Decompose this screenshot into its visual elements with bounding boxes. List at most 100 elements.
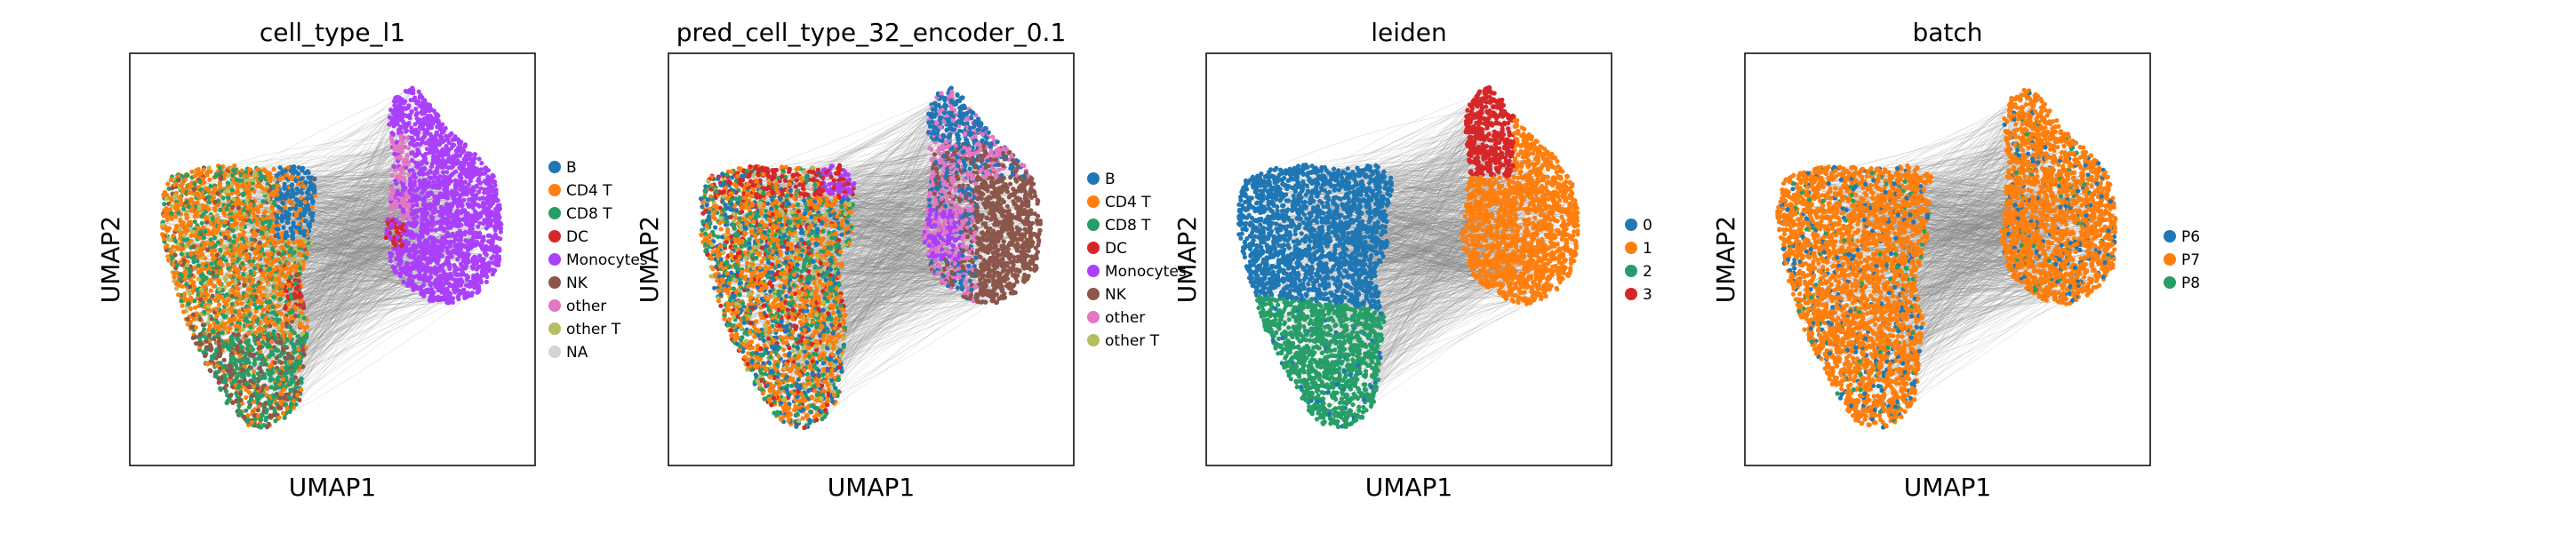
cell-point [407,112,412,117]
cell-point [480,271,485,276]
cell-point [289,228,294,234]
cell-point [280,324,285,330]
cell-point [261,174,267,180]
cell-point [294,364,300,370]
cell-point [297,225,302,230]
cell-point [165,181,171,187]
cell-point [271,229,276,235]
cell-point [214,363,220,369]
cell-point [235,345,240,350]
cell-point [281,225,286,230]
cell-point [222,325,228,330]
cell-point [405,261,411,266]
cell-point [229,287,235,292]
cell-point [199,303,204,308]
cell-point [453,169,459,174]
cell-point [228,363,233,369]
cell-point [413,107,419,112]
cell-point [226,172,231,178]
cell-point [209,261,214,266]
cell-point [196,204,202,210]
panel-title: cell_type_l1 [260,18,405,47]
cell-point [181,309,187,314]
cell-point [264,407,269,412]
cell-point [191,259,196,265]
cell-point [193,325,198,330]
cell-point [204,361,210,366]
cell-point [300,364,306,370]
cell-point [259,300,264,306]
cell-point [280,283,285,289]
cell-point [208,248,214,253]
cell-point [277,177,283,183]
legend-label: NK [566,274,588,292]
cell-point [396,220,403,226]
cell-point [312,193,317,198]
cell-point [268,414,274,419]
cell-point [238,410,244,416]
cell-point [284,219,290,225]
legend-marker [548,346,561,358]
cell-point [420,275,425,281]
cell-point [413,265,419,270]
cell-point [462,251,468,257]
cell-point [428,175,434,180]
cell-point [482,187,487,192]
cell-point [222,372,228,378]
cell-point [430,157,436,163]
cell-point [233,309,238,314]
cell-point [444,195,450,201]
cell-point [458,171,464,177]
cell-point [178,203,183,208]
cell-point [161,192,166,197]
cell-point [462,179,468,185]
cell-point [274,283,279,289]
cell-point [408,187,413,193]
cell-point [418,259,423,265]
cell-point [283,168,288,173]
cell-point [486,266,492,271]
cell-point [216,380,221,386]
cell-point [205,169,211,174]
cell-point [284,321,289,326]
cell-point [220,369,226,374]
cell-point [398,124,404,130]
cell-point [305,203,311,208]
cell-point [231,167,236,173]
cell-point [460,272,465,277]
cell-point [275,232,281,237]
cell-point [274,219,279,225]
cell-point [465,274,471,280]
cell-point [236,205,241,211]
cell-point [390,239,396,244]
cell-point [401,99,406,105]
cell-point [251,178,256,183]
cell-point [414,111,420,116]
cell-point [231,239,236,244]
cell-point [285,260,292,266]
cell-point [255,408,260,413]
cell-point [268,236,273,242]
cell-point [418,167,423,172]
cell-point [262,375,268,380]
cell-point [443,240,448,245]
cell-point [437,126,443,131]
cell-point [162,235,167,242]
cell-point [420,190,425,195]
cell-point [201,309,207,314]
legend-marker [548,207,561,219]
cell-point [218,185,223,190]
cell-point [291,220,296,226]
cell-point [427,103,433,108]
cell-point [476,231,482,236]
cell-point [417,268,422,274]
cell-point [485,174,491,179]
cell-point [292,330,297,336]
cell-point [234,365,240,370]
cell-point [427,222,432,227]
cell-point [301,315,307,321]
cell-point [260,231,265,236]
cell-point [408,267,413,274]
cell-point [284,338,290,343]
cell-point [258,203,263,209]
